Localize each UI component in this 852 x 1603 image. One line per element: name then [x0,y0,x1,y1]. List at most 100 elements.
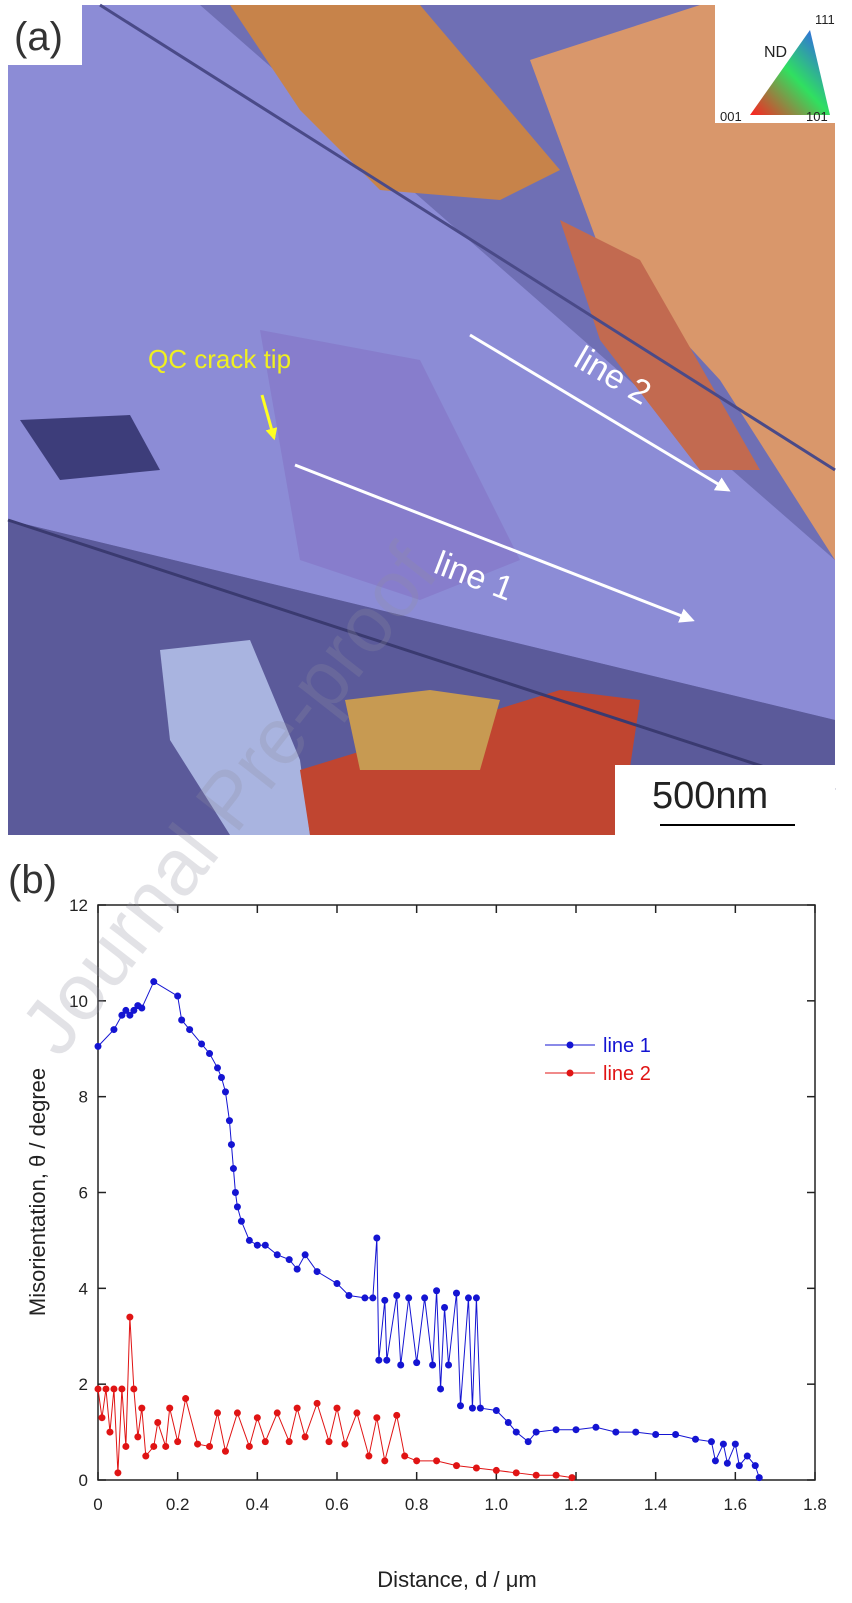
data-point [118,1385,126,1393]
data-point [492,1407,500,1415]
data-point [227,1141,235,1149]
data-point [182,1395,190,1403]
data-point [492,1466,500,1474]
color-key-title: ND [764,44,787,61]
data-point [162,1442,170,1450]
data-point [472,1464,480,1472]
data-point [174,992,182,1000]
y-tick-label: 4 [79,1279,88,1298]
data-point [735,1462,743,1470]
data-point [381,1457,389,1465]
data-point [126,1313,134,1321]
data-point [325,1438,333,1446]
data-point [206,1442,214,1450]
data-point [217,1074,225,1081]
data-point [464,1294,472,1302]
data-point [231,1189,239,1196]
data-point [114,1469,122,1477]
data-point [122,1442,130,1450]
data-point [98,1414,106,1422]
data-point [723,1459,731,1467]
legend-marker [566,1041,574,1049]
data-point [413,1457,421,1465]
data-point [333,1404,341,1412]
panel-label: (a) [14,15,63,59]
x-tick-label: 1.4 [644,1495,668,1514]
data-point [731,1440,739,1448]
data-point [532,1471,540,1479]
data-point [476,1404,484,1412]
legend-label: line 1 [603,1035,651,1057]
data-point [437,1385,445,1393]
legend-marker [566,1069,574,1077]
data-point [130,1385,138,1393]
data-point [301,1433,309,1441]
data-point [353,1409,361,1417]
data-point [707,1438,715,1446]
y-tick-label: 10 [69,992,88,1011]
plot: 0 0.2 0.4 0.6 0.8 1.0 1.2 1.4 1.6 1.8 0 2 4 6 8 10 12 lin… [69,896,827,1514]
data-point [110,1385,118,1393]
data-point [405,1294,413,1302]
panel-label: (b) [8,858,57,902]
data-point [154,1419,162,1426]
data-point [413,1359,421,1367]
data-point [456,1402,464,1410]
data-point [110,1026,118,1034]
plot-frame [97,904,816,1481]
data-point [214,1064,221,1072]
data-point [433,1457,441,1465]
data-point [313,1399,321,1407]
data-point [102,1385,110,1393]
data-point [313,1268,321,1276]
data-point [532,1428,540,1436]
data-point [122,1006,130,1014]
data-point [178,1016,186,1024]
annotation: QC crack tip [148,344,291,374]
data-point [261,1438,269,1446]
series-line [97,980,760,1478]
data-point [130,1006,138,1014]
data-point [261,1241,269,1249]
data-point [245,1442,253,1450]
data-point [421,1294,429,1302]
data-point [285,1438,293,1446]
y-axis-label: Misorientation, θ / degree [25,1068,50,1316]
data-point [174,1438,182,1446]
data-point [225,1117,233,1125]
data-point [245,1236,253,1244]
data-point [206,1050,214,1058]
data-point [743,1452,751,1460]
data-point [375,1356,383,1364]
data-point [138,1004,146,1012]
data-point [401,1452,409,1460]
legend-label: line 2 [603,1063,651,1085]
data-point [397,1361,405,1369]
y-tick-label: 0 [79,1471,88,1490]
data-point [393,1411,401,1419]
data-point [572,1426,580,1434]
data-point [229,1165,237,1173]
data-point [365,1452,373,1460]
data-point [711,1457,719,1465]
data-point [293,1404,301,1412]
data-point [341,1440,349,1448]
data-point [369,1294,377,1302]
data-point [194,1440,202,1448]
data-point [237,1217,245,1225]
data-point [373,1414,381,1422]
color-key-corner: 101 [806,109,828,124]
data-point [233,1409,241,1417]
data-point [552,1426,560,1434]
x-tick-label: 0.4 [246,1495,270,1514]
data-point [393,1292,401,1300]
data-point [632,1428,640,1436]
data-point [150,1442,158,1450]
data-point [524,1438,532,1446]
x-tick-label: 0.8 [405,1495,429,1514]
data-point [552,1471,560,1479]
data-point [253,1241,261,1249]
x-tick-label: 1.8 [803,1495,827,1514]
